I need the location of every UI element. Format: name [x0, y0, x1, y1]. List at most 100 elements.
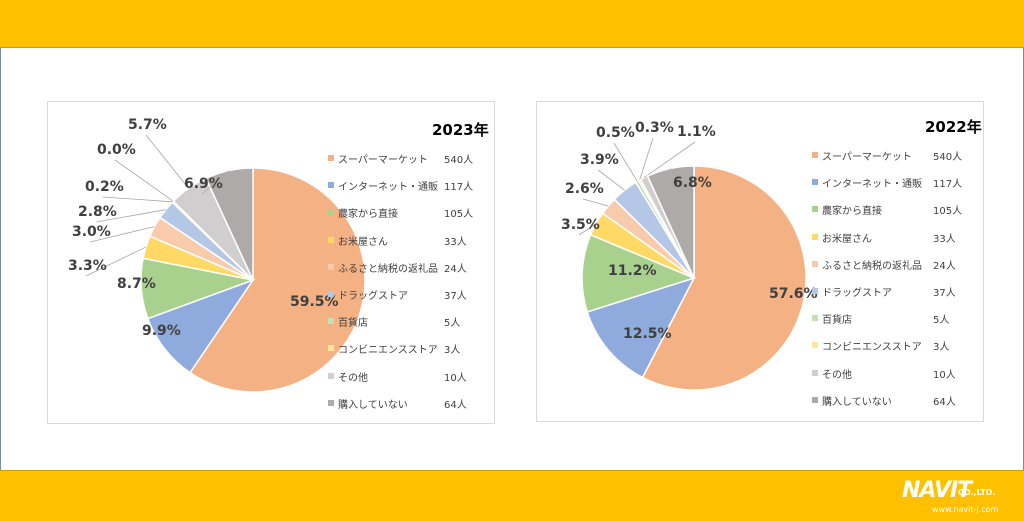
- legend-label: お米屋さん: [822, 233, 872, 245]
- legend-swatch: [328, 399, 334, 406]
- leader-line-4: [578, 223, 597, 236]
- legend-label: ふるさと納税の返礼品: [338, 263, 438, 275]
- legend-item: 農家から直接 105人: [328, 205, 488, 232]
- legend-swatch: [328, 209, 334, 216]
- data-label-6: 3.9%: [580, 152, 619, 168]
- legend-swatch: [812, 260, 818, 267]
- leader-line-7: [102, 196, 173, 203]
- leader-line-10: [201, 170, 230, 195]
- navit-logo: NAVIT CO.,LTD. www.navit-j.com: [902, 478, 1020, 518]
- legend-label: 農家から直接: [338, 209, 398, 221]
- data-label-1: 59.5%: [290, 294, 339, 310]
- chart-panel-2023: 59.5% 9.9% 8.7% 3.3% 3.0% 2.8% 0.2% 0.0% 5.7% 6.9…: [47, 101, 495, 424]
- pie-slice-1: [641, 165, 807, 391]
- legend-swatch: [812, 206, 818, 213]
- pie-chart-2023: 59.5% 9.9% 8.7% 3.3% 3.0% 2.8% 0.2% 0.0% 5.7% 6.9…: [68, 117, 366, 393]
- legend-swatch: [328, 345, 334, 352]
- legend-count: 10人: [933, 369, 956, 381]
- legend-label: インターネット・通販: [338, 182, 438, 194]
- legend-swatch: [328, 290, 334, 297]
- legend-count: 540人: [933, 152, 963, 163]
- legend-count: 10人: [444, 372, 467, 384]
- legend-item: その他 10人: [328, 369, 488, 396]
- pie-slice-1: [189, 167, 366, 393]
- legend-label: その他: [822, 369, 852, 381]
- leader-line-8: [639, 137, 654, 181]
- data-label-8: 0.3%: [635, 120, 674, 136]
- data-label-3: 11.2%: [608, 263, 657, 279]
- legend-item: コンビニエンスストア 3人: [328, 341, 488, 368]
- logo-url: www.navit-j.com: [932, 505, 999, 514]
- data-label-10: 6.9%: [184, 176, 223, 192]
- chart-title-2023: 2023年: [432, 121, 489, 139]
- legend-item: 購入していない 64人: [812, 393, 972, 420]
- legend-label: コンビニエンスストア: [338, 345, 438, 357]
- leader-line-9: [643, 141, 696, 179]
- legend-swatch: [328, 236, 334, 243]
- chart-panel-2022: 57.6% 12.5% 11.2% 3.5% 2.6% 3.9% 0.5% 0.3% 1.1% 6…: [536, 101, 984, 422]
- legend-item: 農家から直接 105人: [812, 202, 972, 229]
- data-label-3: 8.7%: [117, 276, 156, 292]
- legend-count: 5人: [444, 318, 461, 330]
- legend-item: スーパーマーケット 540人: [812, 148, 972, 175]
- legend-count: 3人: [444, 345, 461, 357]
- legend-swatch: [812, 152, 818, 158]
- legend-count: 105人: [444, 209, 474, 221]
- legend-item: ドラッグストア 37人: [328, 287, 488, 314]
- leader-line-9: [145, 134, 189, 189]
- legend-label: 百貨店: [338, 318, 368, 330]
- legend-item: スーパーマーケット 540人: [328, 151, 488, 178]
- leader-line-10: [669, 168, 692, 194]
- legend-2022: スーパーマーケット 540人インターネット・通販 117人農家から直接 105人お米屋…: [812, 148, 972, 420]
- legend-item: ドラッグストア 37人: [812, 284, 972, 311]
- legend-count: 117人: [933, 179, 963, 191]
- legend-count: 105人: [933, 206, 963, 218]
- leader-line-5: [89, 226, 155, 243]
- data-label-5: 3.0%: [72, 224, 111, 240]
- legend-swatch: [328, 318, 334, 325]
- legend-item: お米屋さん 33人: [812, 230, 972, 257]
- data-label-8: 0.0%: [97, 142, 136, 158]
- legend-count: 3人: [933, 342, 950, 354]
- leader-line-5: [582, 198, 609, 207]
- legend-item: 百貨店 5人: [328, 314, 488, 341]
- legend-count: 33人: [933, 233, 956, 245]
- legend-swatch: [812, 179, 818, 186]
- legend-swatch: [812, 396, 818, 403]
- data-label-6: 2.8%: [78, 204, 117, 220]
- legend-swatch: [812, 369, 818, 376]
- legend-swatch: [328, 182, 334, 189]
- legend-label: 農家から直接: [822, 206, 882, 218]
- legend-label: ドラッグストア: [822, 287, 892, 299]
- legend-label: ドラッグストア: [338, 290, 408, 302]
- legend-count: 64人: [444, 399, 467, 411]
- data-label-7: 0.2%: [85, 179, 124, 195]
- legend-label: スーパーマーケット: [338, 155, 428, 166]
- legend-swatch: [328, 372, 334, 379]
- legend-count: 24人: [444, 263, 467, 275]
- legend-item: 百貨店 5人: [812, 311, 972, 338]
- legend-item: ふるさと納税の返礼品 24人: [812, 257, 972, 284]
- legend-item: コンビニエンスストア 3人: [812, 338, 972, 365]
- legend-label: インターネット・通販: [822, 179, 922, 191]
- legend-count: 117人: [444, 182, 474, 194]
- legend-count: 33人: [444, 236, 467, 248]
- bottom-band: [0, 470, 1024, 521]
- leader-line-6: [95, 209, 166, 223]
- data-label-10: 6.8%: [673, 175, 712, 191]
- leader-line-4: [85, 246, 147, 277]
- legend-swatch: [328, 263, 334, 270]
- data-label-4: 3.3%: [68, 258, 107, 274]
- data-label-9: 1.1%: [677, 124, 716, 140]
- data-label-4: 3.5%: [561, 217, 600, 233]
- legend-swatch: [812, 315, 818, 322]
- logo-company: CO.,LTD.: [958, 488, 996, 497]
- legend-label: お米屋さん: [338, 236, 388, 248]
- pie-chart-2022: 57.6% 12.5% 11.2% 3.5% 2.6% 3.9% 0.5% 0.3% 1.1% 6…: [561, 120, 818, 391]
- data-label-9: 5.7%: [128, 117, 167, 133]
- left-border: [0, 48, 1, 470]
- legend-swatch: [328, 155, 334, 161]
- data-label-2: 12.5%: [623, 326, 672, 342]
- legend-label: 購入していない: [822, 396, 892, 408]
- legend-swatch: [812, 342, 818, 349]
